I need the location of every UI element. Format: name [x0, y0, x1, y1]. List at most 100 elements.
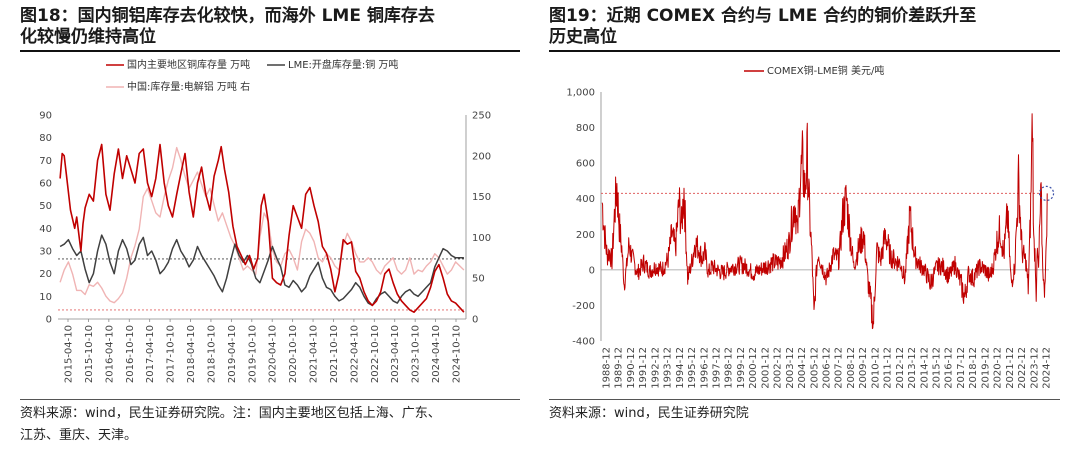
x-tick-label: 2018-10-10: [206, 325, 217, 383]
x-tick-label: 2024-10-10: [452, 325, 463, 383]
x-tick-label: 2015-04-10: [64, 325, 75, 383]
x-tick-label: 1998-12: [724, 347, 735, 389]
x-tick-label: 2019-04-10: [227, 325, 238, 383]
left-y-tick-label: 10: [39, 292, 52, 303]
x-tick-label: 2018-12: [968, 347, 979, 389]
x-tick-label: 2023-12: [1029, 347, 1040, 389]
left-y-tick-label: 60: [39, 179, 52, 190]
x-tick-label: 2010-12: [870, 347, 881, 389]
x-tick-label: 2020-10-10: [288, 325, 299, 383]
y-tick-label: 400: [576, 194, 595, 205]
x-tick-label: 2012-12: [895, 347, 906, 389]
left-y-tick-label: 0: [46, 315, 52, 326]
left-y-tick-label: 30: [39, 247, 52, 258]
y-tick-label: 800: [576, 123, 595, 134]
x-tick-label: 2005-12: [809, 347, 820, 389]
left-y-tick-label: 40: [39, 224, 52, 235]
x-tick-label: 2006-12: [822, 347, 833, 389]
right-source-note: 资料来源：wind，民生证券研究院: [549, 403, 749, 425]
latest-value-highlight-circle: [1038, 185, 1055, 201]
left-source-line-1: 资料来源：wind，民生证券研究院。注：国内主要地区包括上海、广东、: [20, 406, 441, 421]
y-tick-label: 0: [589, 265, 595, 276]
right-source-rule: [549, 399, 1060, 400]
series-comex-lme-spread-line: [601, 113, 1048, 330]
legend-label-spread: COMEX铜-LME铜 美元/吨: [767, 64, 884, 77]
x-tick-label: 1997-12: [712, 347, 723, 389]
x-tick-label: 2023-10-10: [411, 325, 422, 383]
x-tick-label: 1990-12: [626, 347, 637, 389]
left-y-tick-label: 70: [39, 156, 52, 167]
series-lme-copper-inventory-line: [59, 234, 464, 307]
left-figure-panel: 图18：国内铜铝库存去化较快，而海外 LME 铜库存去 化较慢仍维持高位 国内主…: [20, 0, 520, 456]
x-tick-label: 1996-12: [699, 347, 710, 389]
x-tick-label: 1988-12: [602, 347, 613, 389]
right-title-line-1: 图19：近期 COMEX 合约与 LME 合约的铜价差跃升至: [549, 6, 977, 26]
x-tick-label: 1992-12: [650, 347, 661, 389]
y-tick-label: 1,000: [566, 88, 595, 99]
legend-label-2: LME:开盘库存量:铜 万吨: [288, 58, 398, 71]
x-tick-label: 2024-12: [1042, 347, 1053, 389]
x-tick-label: 2017-04-10: [145, 325, 156, 383]
x-tick-label: 2003-12: [785, 347, 796, 389]
x-tick-label: 2016-12: [944, 347, 955, 389]
y-tick-label: 200: [576, 230, 595, 241]
legend-label-1: 国内主要地区铜库存量 万吨: [127, 58, 250, 71]
left-figure-title: 图18：国内铜铝库存去化较快，而海外 LME 铜库存去 化较慢仍维持高位: [20, 6, 435, 48]
x-tick-label: 2016-04-10: [104, 325, 115, 383]
x-tick-label: 2022-04-10: [349, 325, 360, 383]
series-domestic-copper-inventory-line: [59, 143, 465, 313]
x-tick-label: 2022-12: [1017, 347, 1028, 389]
x-tick-label: 2020-04-10: [268, 325, 279, 383]
x-tick-label: 2021-04-10: [309, 325, 320, 383]
right-comex-lme-spread-chart: COMEX铜-LME铜 美元/吨 1,000 800 600 400 200 0 -200 -4…: [566, 64, 1055, 389]
x-tick-label: 2017-12: [956, 347, 967, 389]
right-y-tick-label: 200: [472, 151, 491, 162]
legend-label-3: 中国:库存量:电解铝 万吨 右: [127, 80, 250, 93]
x-tick-label: 2017-10-10: [166, 325, 177, 383]
y-tick-label: 600: [576, 159, 595, 170]
x-tick-label: 2011-12: [883, 347, 894, 389]
right-y-tick-label: 250: [472, 111, 491, 122]
x-tick-label: 2002-12: [773, 347, 784, 389]
left-title-rule: [20, 50, 520, 52]
right-source-line-1: 资料来源：wind，民生证券研究院: [549, 406, 749, 421]
right-y-tick-label: 0: [472, 315, 478, 326]
left-source-rule: [20, 399, 520, 400]
x-tick-label: 2016-10-10: [125, 325, 136, 383]
x-tick-label: 2015-12: [932, 347, 943, 389]
left-source-line-2: 江苏、重庆、天津。: [20, 428, 138, 443]
x-tick-label: 1989-12: [614, 347, 625, 389]
x-tick-label: 1995-12: [687, 347, 698, 389]
right-y-tick-label: 50: [472, 274, 485, 285]
left-source-note: 资料来源：wind，民生证券研究院。注：国内主要地区包括上海、广东、 江苏、重庆…: [20, 403, 441, 447]
x-tick-label: 2015-10-10: [84, 325, 95, 383]
left-y-tick-label: 80: [39, 133, 52, 144]
x-tick-label: 2021-10-10: [329, 325, 340, 383]
x-tick-label: 2013-12: [907, 347, 918, 389]
x-tick-label: 2007-12: [834, 347, 845, 389]
left-y-tick-label: 20: [39, 269, 52, 280]
x-tick-label: 1994-12: [675, 347, 686, 389]
right-title-line-2: 历史高位: [549, 27, 617, 47]
right-figure-panel: 图19：近期 COMEX 合约与 LME 合约的铜价差跃升至 历史高位 COME…: [549, 0, 1060, 456]
x-tick-label: 1993-12: [663, 347, 674, 389]
y-tick-label: -400: [572, 337, 595, 348]
series-aluminium-inventory-line: [59, 146, 465, 304]
x-tick-label: 1999-12: [736, 347, 747, 389]
x-tick-label: 2020-12: [993, 347, 1004, 389]
x-tick-label: 2021-12: [1005, 347, 1016, 389]
x-tick-label: 2019-10-10: [247, 325, 258, 383]
left-title-line-1: 图18：国内铜铝库存去化较快，而海外 LME 铜库存去: [20, 6, 435, 26]
left-y-tick-label: 90: [39, 111, 52, 122]
y-tick-label: -200: [572, 301, 595, 312]
x-tick-label: 2022-10-10: [370, 325, 381, 383]
x-tick-label: 2009-12: [858, 347, 869, 389]
x-tick-label: 2023-04-10: [390, 325, 401, 383]
x-tick-label: 2018-04-10: [186, 325, 197, 383]
x-tick-label: 1991-12: [638, 347, 649, 389]
x-tick-label: 2000-12: [748, 347, 759, 389]
x-tick-label: 2024-04-10: [431, 325, 442, 383]
x-tick-label: 2008-12: [846, 347, 857, 389]
x-tick-label: 2004-12: [797, 347, 808, 389]
